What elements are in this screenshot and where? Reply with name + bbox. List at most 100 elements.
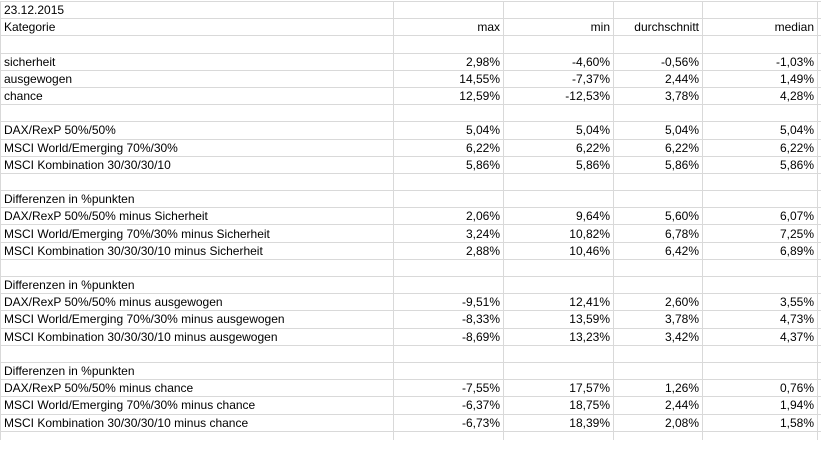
value-cell[interactable]: 1,94%	[702, 396, 818, 415]
value-cell[interactable]	[613, 430, 703, 440]
value-cell[interactable]: 6,42%	[613, 241, 703, 260]
row-label-cell[interactable]: MSCI World/Emerging 70%/30%	[0, 138, 394, 157]
value-cell[interactable]: 5,04%	[393, 121, 504, 140]
value-cell[interactable]: -8,33%	[393, 310, 504, 329]
value-cell[interactable]: 10,82%	[503, 224, 614, 243]
value-cell[interactable]: 1,49%	[702, 69, 818, 88]
empty-cell-f[interactable]	[817, 86, 821, 106]
value-cell[interactable]	[503, 344, 614, 363]
section-label-cell[interactable]: Differenzen in %punkten	[0, 275, 394, 295]
value-cell[interactable]	[393, 361, 504, 381]
value-cell[interactable]: -6,73%	[393, 413, 504, 432]
empty-cell-f[interactable]	[817, 396, 821, 415]
value-cell[interactable]: -8,69%	[393, 327, 504, 346]
row-label-cell[interactable]: MSCI Kombination 30/30/30/10 minus chanc…	[0, 413, 394, 432]
value-cell[interactable]	[503, 258, 614, 278]
value-cell[interactable]: 6,22%	[393, 138, 504, 157]
value-cell[interactable]: 3,42%	[613, 327, 703, 346]
value-cell[interactable]: -1,03%	[702, 52, 818, 71]
value-cell[interactable]: 3,78%	[613, 310, 703, 329]
value-cell[interactable]: 5,60%	[613, 207, 703, 226]
value-cell[interactable]: 0,76%	[702, 379, 818, 398]
value-cell[interactable]: 4,28%	[702, 86, 818, 106]
value-cell[interactable]	[503, 361, 614, 381]
value-cell[interactable]: 6,22%	[503, 138, 614, 157]
row-label-cell[interactable]: MSCI Kombination 30/30/30/10 minus Siche…	[0, 241, 394, 260]
empty-cell-f[interactable]	[817, 344, 821, 363]
row-label-cell[interactable]: DAX/RexP 50%/50% minus chance	[0, 379, 394, 398]
empty-cell-f[interactable]	[817, 413, 821, 432]
value-cell[interactable]: -12,53%	[503, 86, 614, 106]
value-cell[interactable]: 2,44%	[613, 396, 703, 415]
value-cell[interactable]	[702, 361, 818, 381]
value-cell[interactable]: 6,89%	[702, 241, 818, 260]
value-cell[interactable]: 10,46%	[503, 241, 614, 260]
value-cell[interactable]	[393, 275, 504, 295]
value-cell[interactable]: 2,88%	[393, 241, 504, 260]
row-label-cell[interactable]: sicherheit	[0, 52, 394, 71]
empty-cell-f[interactable]	[817, 172, 821, 192]
value-cell[interactable]	[393, 430, 504, 440]
value-cell[interactable]: 5,04%	[702, 121, 818, 140]
value-cell[interactable]	[702, 104, 818, 123]
value-cell[interactable]: -7,55%	[393, 379, 504, 398]
value-cell[interactable]	[702, 275, 818, 295]
empty-cell-f[interactable]	[817, 35, 821, 54]
value-cell[interactable]: 5,86%	[393, 155, 504, 174]
value-cell[interactable]: 18,75%	[503, 396, 614, 415]
value-cell[interactable]	[702, 258, 818, 278]
empty-cell-f[interactable]	[817, 121, 821, 140]
empty-cell-d[interactable]	[613, 0, 703, 20]
empty-cell-f[interactable]	[817, 275, 821, 295]
value-cell[interactable]	[613, 35, 703, 54]
row-label-cell[interactable]	[0, 344, 394, 363]
value-cell[interactable]: 17,57%	[503, 379, 614, 398]
cell-date[interactable]: 23.12.2015	[0, 0, 394, 20]
empty-cell-f[interactable]	[817, 190, 821, 209]
row-label-cell[interactable]: DAX/RexP 50%/50% minus ausgewogen	[0, 293, 394, 312]
row-label-cell[interactable]	[0, 172, 394, 192]
empty-cell-f[interactable]	[817, 69, 821, 88]
value-cell[interactable]: 3,55%	[702, 293, 818, 312]
row-label-cell[interactable]: DAX/RexP 50%/50% minus Sicherheit	[0, 207, 394, 226]
empty-cell-f[interactable]	[817, 361, 821, 381]
value-cell[interactable]: 12,59%	[393, 86, 504, 106]
value-cell[interactable]: 6,22%	[613, 138, 703, 157]
value-cell[interactable]	[613, 172, 703, 192]
value-cell[interactable]: 5,04%	[613, 121, 703, 140]
value-cell[interactable]	[613, 275, 703, 295]
empty-cell-f[interactable]	[817, 138, 821, 157]
row-label-cell[interactable]	[0, 104, 394, 123]
value-cell[interactable]: -7,37%	[503, 69, 614, 88]
empty-cell-f[interactable]	[817, 155, 821, 174]
value-cell[interactable]: 1,58%	[702, 413, 818, 432]
value-cell[interactable]	[503, 35, 614, 54]
value-cell[interactable]: 2,06%	[393, 207, 504, 226]
empty-cell-f[interactable]	[817, 104, 821, 123]
value-cell[interactable]: -4,60%	[503, 52, 614, 71]
row-label-cell[interactable]: MSCI World/Emerging 70%/30% minus Sicher…	[0, 224, 394, 243]
value-cell[interactable]	[503, 190, 614, 209]
value-cell[interactable]	[702, 172, 818, 192]
value-cell[interactable]	[702, 344, 818, 363]
row-label-cell[interactable]	[0, 258, 394, 278]
value-cell[interactable]	[613, 258, 703, 278]
empty-cell-b[interactable]	[393, 0, 504, 20]
value-cell[interactable]: 6,78%	[613, 224, 703, 243]
value-cell[interactable]: 2,44%	[613, 69, 703, 88]
empty-cell-f[interactable]	[817, 52, 821, 71]
row-label-cell[interactable]: DAX/RexP 50%/50%	[0, 121, 394, 140]
value-cell[interactable]: 5,86%	[503, 155, 614, 174]
value-cell[interactable]: 9,64%	[503, 207, 614, 226]
value-cell[interactable]: 2,60%	[613, 293, 703, 312]
value-cell[interactable]: 13,59%	[503, 310, 614, 329]
empty-cell-f[interactable]	[817, 310, 821, 329]
value-cell[interactable]	[613, 190, 703, 209]
row-label-cell[interactable]: MSCI World/Emerging 70%/30% minus chance	[0, 396, 394, 415]
empty-cell-f[interactable]	[817, 0, 821, 20]
section-label-cell[interactable]: Differenzen in %punkten	[0, 361, 394, 381]
value-cell[interactable]: -9,51%	[393, 293, 504, 312]
value-cell[interactable]	[613, 344, 703, 363]
empty-cell-e[interactable]	[702, 0, 818, 20]
value-cell[interactable]	[393, 344, 504, 363]
